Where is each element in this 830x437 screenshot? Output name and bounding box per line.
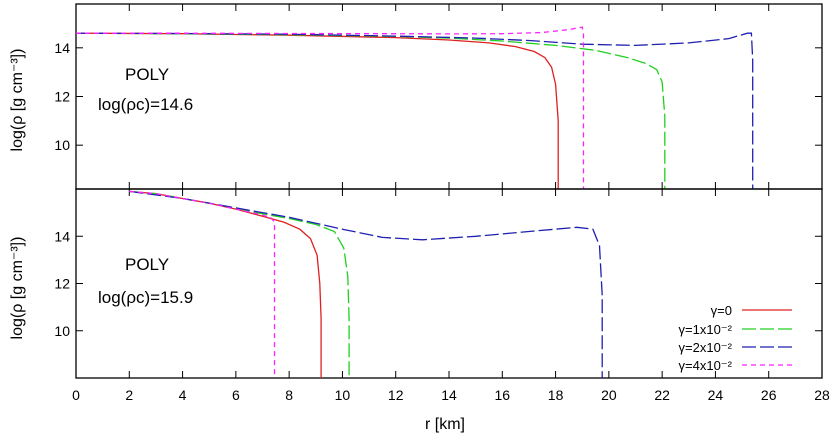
top-series-line-0	[76, 32, 559, 189]
x-tick-label: 22	[654, 387, 670, 403]
x-tick-label: 0	[72, 387, 80, 403]
bottom-annotation-central-density: log(ρc)=15.9	[98, 288, 193, 307]
bottom-y-tick-label: 14	[54, 228, 70, 244]
top-series-line-1	[76, 32, 666, 189]
bottom-annotation-model: POLY	[125, 255, 169, 274]
top-series-line-3	[76, 26, 585, 189]
top-series-line-2	[76, 32, 754, 189]
x-tick-label: 12	[388, 387, 404, 403]
x-tick-label: 26	[761, 387, 777, 403]
legend-label-0: γ=0	[711, 303, 732, 318]
top-y-tick-label: 10	[54, 137, 70, 153]
legend-label-2: γ=2x10⁻²	[679, 340, 733, 355]
x-tick-label: 10	[335, 387, 351, 403]
bottom-series-line-1	[129, 190, 350, 378]
bottom-series-line-3	[129, 190, 276, 378]
top-y-axis-label: log(ρ [g cm⁻³])	[9, 49, 26, 152]
legend-label-1: γ=1x10⁻²	[679, 322, 733, 337]
legend-label-3: γ=4x10⁻²	[679, 358, 733, 373]
top-y-tick-label: 12	[54, 89, 70, 105]
x-tick-label: 16	[494, 387, 510, 403]
x-tick-label: 28	[814, 387, 830, 403]
bottom-series-line-0	[129, 190, 322, 378]
x-tick-label: 6	[232, 387, 240, 403]
bottom-y-tick-label: 12	[54, 276, 70, 292]
top-annotation-central-density: log(ρc)=14.6	[98, 95, 193, 114]
bottom-y-tick-label: 10	[54, 323, 70, 339]
x-tick-label: 24	[708, 387, 724, 403]
top-y-tick-label: 14	[54, 40, 70, 56]
x-axis-label: r [km]	[425, 416, 465, 433]
legend: γ=0 γ=1x10⁻² γ=2x10⁻² γ=4x10⁻²	[679, 303, 792, 373]
x-tick-label: 18	[548, 387, 564, 403]
x-tick-label: 4	[179, 387, 187, 403]
top-annotation-model: POLY	[125, 65, 169, 84]
x-tick-label: 14	[441, 387, 457, 403]
x-tick-label: 8	[285, 387, 293, 403]
x-tick-label: 2	[125, 387, 133, 403]
bottom-y-axis-label: log(ρ [g cm⁻³])	[9, 237, 26, 340]
x-tick-label: 20	[601, 387, 617, 403]
bottom-series-line-2	[129, 190, 603, 378]
